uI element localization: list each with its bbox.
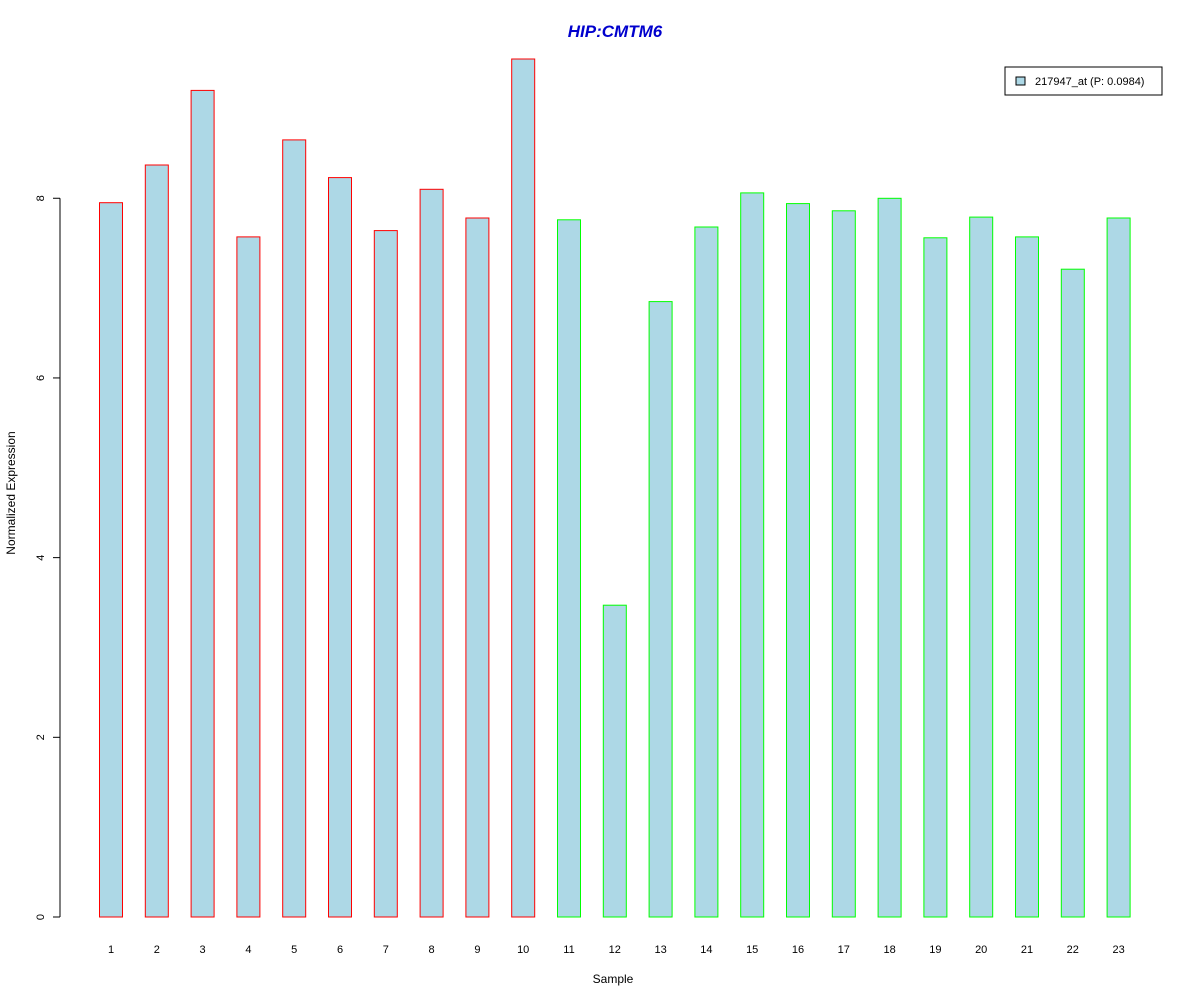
x-tick-label: 20 — [975, 944, 987, 956]
bar — [648, 301, 673, 918]
x-tick-label: 22 — [1067, 944, 1079, 956]
x-tick-label: 7 — [383, 944, 389, 956]
x-tick-label: 2 — [154, 944, 160, 956]
bar — [99, 202, 123, 918]
bar — [144, 164, 169, 918]
x-tick-labels: 1 2 3 4 5 6 7 8 9 10 11 12 13 14 15 16 17 18 19 20 21 22 23 — [108, 944, 1125, 956]
bar — [740, 192, 765, 918]
bar — [328, 177, 352, 918]
x-tick-label: 19 — [929, 944, 941, 956]
bar — [694, 226, 719, 918]
bars — [99, 58, 1131, 918]
chart-title: HIP:CMTM6 — [568, 22, 663, 41]
bar — [1060, 268, 1085, 918]
bar — [1015, 236, 1039, 918]
x-tick-label: 23 — [1112, 944, 1124, 956]
bar — [923, 237, 948, 918]
x-tick-label: 6 — [337, 944, 343, 956]
legend: 217947_at (P: 0.0984) — [1004, 66, 1163, 96]
x-tick-label: 1 — [108, 944, 114, 956]
bar — [511, 58, 536, 918]
y-axis-label: Normalized Expression — [4, 431, 18, 554]
y-tick-label: 6 — [35, 375, 47, 381]
bar — [282, 139, 307, 918]
bar — [831, 210, 856, 918]
x-tick-label: 14 — [700, 944, 712, 956]
bar — [373, 230, 398, 918]
bar — [877, 197, 902, 918]
x-tick-label: 8 — [429, 944, 435, 956]
x-tick-label: 15 — [746, 944, 758, 956]
bar — [602, 604, 627, 918]
y-tick-label: 8 — [35, 195, 47, 201]
bar — [1106, 217, 1131, 918]
x-axis-label: Sample — [593, 972, 634, 986]
x-tick-label: 17 — [838, 944, 850, 956]
x-tick-label: 11 — [563, 944, 574, 956]
x-tick-label: 4 — [245, 944, 251, 956]
y-tick-label: 2 — [35, 734, 47, 740]
legend-box — [1004, 66, 1163, 96]
legend-entry: 217947_at (P: 0.0984) — [1035, 76, 1144, 88]
x-tick-label: 10 — [517, 944, 529, 956]
x-tick-label: 9 — [474, 944, 480, 956]
x-tick-label: 13 — [654, 944, 666, 956]
bar — [419, 188, 444, 918]
y-tick-label: 0 — [35, 914, 47, 920]
bar — [969, 216, 994, 918]
bar — [190, 89, 215, 918]
y-axis: 0 2 4 6 8 — [35, 195, 61, 920]
legend-swatch — [1015, 76, 1026, 86]
x-tick-label: 18 — [883, 944, 895, 956]
bar — [786, 203, 810, 918]
bar — [465, 217, 490, 918]
x-tick-label: 21 — [1021, 944, 1033, 956]
x-tick-label: 3 — [200, 944, 206, 956]
y-tick-label: 4 — [35, 555, 47, 561]
x-tick-label: 16 — [792, 944, 804, 956]
x-tick-label: 12 — [609, 944, 621, 956]
x-tick-label: 5 — [291, 944, 297, 956]
bar — [236, 236, 261, 918]
bar — [557, 219, 581, 918]
